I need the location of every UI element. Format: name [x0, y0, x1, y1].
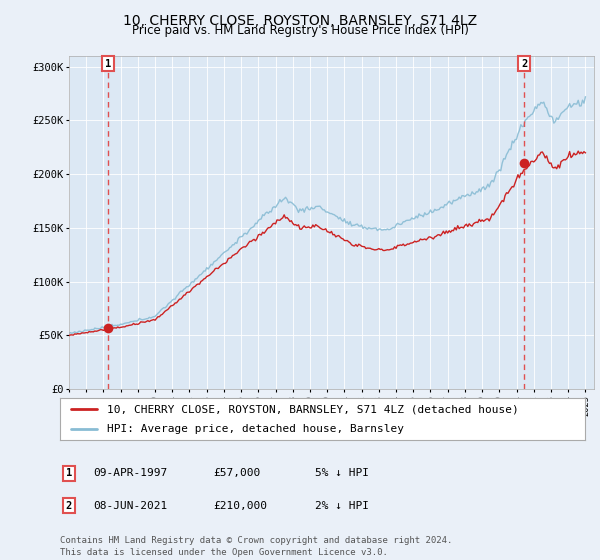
Text: £57,000: £57,000	[213, 468, 260, 478]
Text: Contains HM Land Registry data © Crown copyright and database right 2024.
This d: Contains HM Land Registry data © Crown c…	[60, 536, 452, 557]
Text: 5% ↓ HPI: 5% ↓ HPI	[315, 468, 369, 478]
Text: 10, CHERRY CLOSE, ROYSTON, BARNSLEY, S71 4LZ: 10, CHERRY CLOSE, ROYSTON, BARNSLEY, S71…	[123, 14, 477, 28]
Text: 09-APR-1997: 09-APR-1997	[93, 468, 167, 478]
Text: 2: 2	[66, 501, 72, 511]
Text: £210,000: £210,000	[213, 501, 267, 511]
Text: 1: 1	[105, 59, 111, 68]
Text: 2: 2	[521, 59, 527, 68]
Text: 1: 1	[66, 468, 72, 478]
Text: HPI: Average price, detached house, Barnsley: HPI: Average price, detached house, Barn…	[107, 424, 404, 434]
Text: 2% ↓ HPI: 2% ↓ HPI	[315, 501, 369, 511]
Text: 08-JUN-2021: 08-JUN-2021	[93, 501, 167, 511]
Text: Price paid vs. HM Land Registry's House Price Index (HPI): Price paid vs. HM Land Registry's House …	[131, 24, 469, 37]
Text: 10, CHERRY CLOSE, ROYSTON, BARNSLEY, S71 4LZ (detached house): 10, CHERRY CLOSE, ROYSTON, BARNSLEY, S71…	[107, 404, 519, 414]
